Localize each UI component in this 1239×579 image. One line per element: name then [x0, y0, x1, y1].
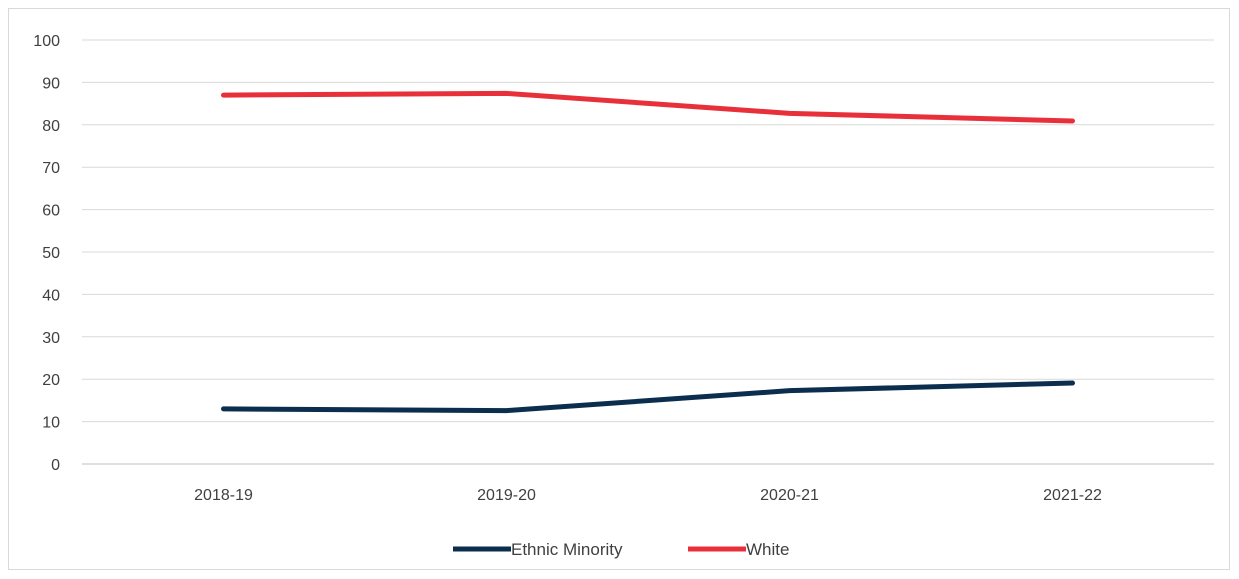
- x-tick-label: 2021-22: [1043, 487, 1102, 504]
- y-tick-label: 20: [42, 372, 60, 389]
- legend-entry-0: Ethnic Minority: [453, 540, 623, 559]
- series-line-0: [221, 380, 1075, 414]
- y-tick-label: 70: [42, 160, 60, 177]
- x-tick-label: 2018-19: [194, 487, 253, 504]
- legend-label: White: [746, 540, 789, 559]
- legend-label: Ethnic Minority: [511, 540, 623, 559]
- x-axis-ticks: 2018-19 2019-20 2020-21 2021-22: [194, 487, 1102, 504]
- y-tick-label: 100: [33, 33, 60, 50]
- series-lines: [221, 90, 1075, 414]
- y-tick-label: 30: [42, 330, 60, 347]
- y-tick-label: 0: [51, 457, 60, 474]
- y-tick-label: 60: [42, 203, 60, 220]
- series-line-1: [221, 90, 1075, 124]
- legend: Ethnic Minority White: [453, 540, 789, 559]
- y-tick-label: 50: [42, 245, 60, 262]
- legend-entry-1: White: [688, 540, 789, 559]
- y-tick-label: 10: [42, 415, 60, 432]
- y-tick-label: 80: [42, 118, 60, 135]
- x-tick-label: 2019-20: [477, 487, 536, 504]
- x-tick-label: 2020-21: [760, 487, 819, 504]
- gridlines: [82, 39, 1214, 465]
- y-tick-label: 40: [42, 287, 60, 304]
- y-tick-label: 90: [42, 75, 60, 92]
- y-axis-ticks: 0 10 20 30 40 50 60 70 80 90 100: [33, 33, 60, 474]
